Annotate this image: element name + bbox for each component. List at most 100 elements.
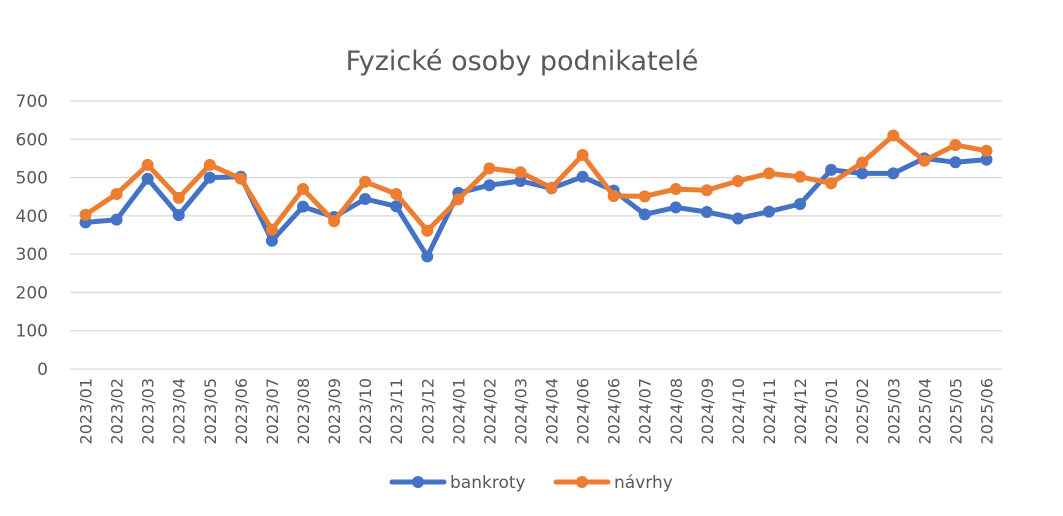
x-tick-label: 2023/11 [387,378,406,444]
x-tick-label: 2024/04 [543,378,562,444]
data-point [203,171,216,184]
data-point [700,206,713,219]
y-tick-label: 200 [16,283,48,303]
x-tick-label: 2024/06 [574,378,593,444]
series-lines [79,129,993,263]
data-point [856,167,869,180]
series-line [83,155,989,259]
data-point [265,223,278,236]
data-point [638,190,651,203]
data-point [700,184,713,197]
x-tick-label: 2023/04 [170,378,189,444]
legend-item: bankroty [389,473,526,493]
data-point [794,197,807,210]
data-point [514,175,527,188]
data-point [359,193,372,206]
x-tick-label: 2023/10 [356,378,375,444]
data-point [949,156,962,169]
data-point [731,212,744,225]
y-tick-label: 100 [16,322,48,342]
x-tick-label: 2024/06 [605,378,624,444]
data-point [669,201,682,214]
legend-marker [576,476,588,488]
x-tick-label: 2024/10 [729,378,748,444]
data-point [856,156,869,169]
series-1 [79,129,993,237]
x-tick-label: 2023/08 [294,378,313,444]
data-point [794,170,807,183]
y-tick-label: 500 [16,169,48,189]
data-point [887,129,900,142]
data-point [297,183,309,196]
chart-title: Fyzické osoby podnikatelé [346,46,699,77]
data-point [297,200,309,213]
data-point [980,153,993,166]
data-point [359,175,372,188]
legend-marker [412,476,424,488]
data-point [669,183,682,196]
data-point [763,205,775,218]
data-point [421,250,434,263]
legend: bankroty návrhy [389,473,673,493]
x-tick-label: 2024/11 [760,378,779,444]
data-point [918,154,931,167]
data-point [825,163,838,176]
x-tick-label: 2025/01 [822,378,841,444]
data-point [452,193,465,206]
data-point [234,172,247,185]
data-point [203,158,216,171]
data-point [110,188,123,201]
legend-label: bankroty [450,473,526,493]
x-tick-label: 2025/04 [915,378,934,444]
data-point [421,224,434,237]
x-tick-label: 2023/03 [139,378,158,444]
data-point [172,191,185,204]
y-tick-label: 300 [16,245,48,265]
data-point [763,167,775,180]
x-tick-label: 2023/12 [418,378,437,444]
data-point [949,139,962,152]
data-point [390,188,403,201]
data-point [638,208,651,221]
data-point [141,158,154,171]
x-tick-label: 2025/06 [977,378,996,444]
legend-item: návrhy [553,473,673,493]
x-tick-label: 2023/02 [108,378,127,444]
x-axis-ticks: 2023/01 2023/02 2023/03 2023/04 2023/05 2023/… [77,378,997,444]
x-tick-label: 2024/12 [791,378,810,444]
y-tick-label: 400 [16,207,48,227]
data-point [514,166,527,179]
y-axis-ticks: 0 100 200 300 400 500 600 700 [16,92,48,380]
data-point [141,172,154,185]
x-tick-label: 2024/09 [698,378,717,444]
x-tick-label: 2024/03 [511,378,530,444]
x-tick-label: 2023/06 [232,378,251,444]
legend-label: návrhy [614,473,673,493]
data-point [576,148,589,161]
gridlines [70,100,1002,370]
x-tick-label: 2025/03 [884,378,903,444]
data-point [980,144,993,157]
data-point [607,189,620,202]
data-point [172,209,185,222]
x-tick-label: 2023/09 [325,378,344,444]
data-point [79,208,92,221]
y-tick-label: 600 [16,130,48,150]
x-tick-label: 2023/07 [263,378,282,444]
x-tick-label: 2024/08 [667,378,686,444]
data-point [328,215,341,228]
x-tick-label: 2024/02 [480,378,499,444]
x-tick-label: 2025/05 [946,378,965,444]
x-tick-label: 2025/02 [853,378,872,444]
data-point [390,200,403,213]
y-tick-label: 700 [16,92,48,112]
data-point [265,234,278,247]
data-point [731,175,744,188]
x-tick-label: 2023/05 [201,378,220,444]
data-point [825,177,838,190]
y-tick-label: 0 [37,360,48,380]
data-point [887,167,900,180]
data-point [483,179,496,192]
